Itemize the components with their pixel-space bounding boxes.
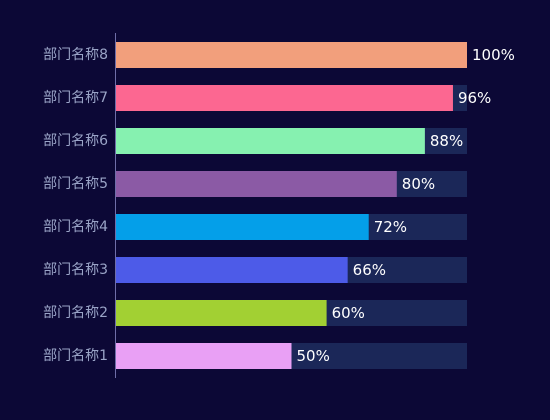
category-label: 部门名称6: [43, 133, 108, 149]
value-label: 72%: [374, 218, 407, 236]
category-label: 部门名称7: [43, 90, 108, 106]
bar: [116, 214, 369, 240]
bar: [116, 42, 467, 68]
value-label: 96%: [458, 89, 491, 107]
category-label: 部门名称3: [43, 262, 108, 278]
value-labels: 100% 96% 88% 80% 72% 66% 60% 50%: [297, 46, 515, 365]
category-label: 部门名称1: [43, 348, 108, 364]
value-label: 100%: [472, 46, 515, 64]
bar: [116, 171, 397, 197]
bar: [116, 128, 425, 154]
value-label: 60%: [332, 304, 365, 322]
category-label: 部门名称5: [43, 176, 108, 192]
category-label: 部门名称4: [43, 219, 108, 235]
value-label: 66%: [353, 261, 386, 279]
value-label: 80%: [402, 175, 435, 193]
bar: [116, 85, 453, 111]
bar: [116, 257, 348, 283]
bars: [116, 42, 467, 369]
category-label: 部门名称2: [43, 305, 108, 321]
category-label: 部门名称8: [43, 47, 108, 63]
value-label: 50%: [297, 347, 330, 365]
value-label: 88%: [430, 132, 463, 150]
bar: [116, 343, 292, 369]
bar: [116, 300, 327, 326]
category-labels: 部门名称8 部门名称7 部门名称6 部门名称5 部门名称4 部门名称3 部门名称2 部门名称1: [43, 47, 108, 364]
